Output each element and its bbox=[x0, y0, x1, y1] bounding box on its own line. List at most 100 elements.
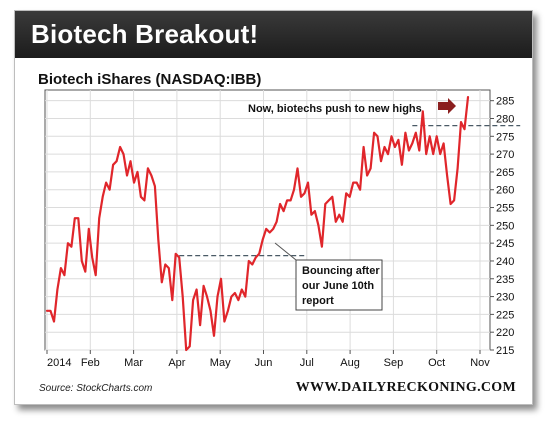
data-point bbox=[356, 182, 358, 184]
data-point bbox=[401, 164, 403, 166]
y-tick-label: 265 bbox=[496, 167, 514, 179]
chart-title: Biotech iShares (NASDAQ:IBB) bbox=[38, 71, 262, 88]
brand-url: WWW.DAILYRECKONING.COM bbox=[295, 380, 516, 395]
data-point bbox=[77, 217, 79, 219]
y-tick-label: 220 bbox=[496, 327, 514, 339]
data-point bbox=[251, 263, 253, 266]
data-point bbox=[213, 335, 215, 337]
data-point bbox=[112, 164, 114, 166]
data-point bbox=[262, 238, 264, 241]
data-point bbox=[53, 320, 55, 323]
series-layer bbox=[45, 96, 470, 352]
banner-title: Biotech Breakout! bbox=[31, 19, 259, 49]
data-point bbox=[147, 167, 149, 169]
data-point bbox=[272, 228, 274, 230]
grid-lines bbox=[45, 90, 490, 351]
data-point bbox=[88, 228, 90, 230]
data-point bbox=[95, 274, 97, 276]
y-tick-label: 250 bbox=[496, 220, 514, 232]
y-tick-label: 255 bbox=[496, 203, 514, 215]
data-point bbox=[150, 174, 152, 177]
x-tick-label: Sep bbox=[384, 357, 404, 369]
data-point bbox=[408, 149, 410, 152]
data-point bbox=[56, 288, 59, 291]
data-point bbox=[373, 132, 375, 134]
data-point bbox=[46, 310, 48, 312]
y-tick-label: 215 bbox=[496, 345, 514, 357]
data-point bbox=[161, 281, 163, 283]
data-point bbox=[182, 295, 184, 298]
data-point bbox=[432, 153, 434, 155]
data-point bbox=[60, 267, 62, 269]
data-point bbox=[143, 199, 146, 202]
data-point bbox=[196, 288, 198, 291]
data-point bbox=[314, 210, 316, 212]
data-point bbox=[282, 210, 285, 212]
data-point bbox=[380, 160, 382, 162]
data-point bbox=[133, 182, 135, 184]
data-point bbox=[178, 256, 180, 258]
data-point bbox=[387, 153, 389, 155]
data-point bbox=[369, 167, 372, 169]
data-point bbox=[404, 132, 406, 134]
data-point bbox=[234, 292, 236, 294]
top-annotation: Now, biotechs push to new highs bbox=[248, 103, 422, 115]
data-point bbox=[258, 253, 260, 255]
data-point bbox=[265, 228, 267, 230]
data-point bbox=[206, 295, 208, 298]
data-point bbox=[126, 174, 128, 177]
data-point bbox=[192, 299, 194, 301]
data-point bbox=[293, 189, 295, 191]
data-point bbox=[74, 217, 76, 219]
data-point bbox=[335, 221, 337, 223]
x-tick-label: Nov bbox=[470, 357, 490, 369]
x-tick-label: Oct bbox=[428, 357, 445, 369]
data-point bbox=[289, 199, 292, 202]
title-banner: Biotech Breakout! bbox=[15, 11, 532, 58]
x-tick-label: 2014 bbox=[47, 357, 71, 369]
data-point bbox=[460, 121, 462, 123]
data-point bbox=[394, 146, 396, 148]
data-point bbox=[321, 246, 323, 248]
data-point bbox=[383, 146, 386, 148]
data-point bbox=[279, 203, 281, 205]
data-point bbox=[345, 192, 347, 194]
data-point bbox=[105, 182, 107, 184]
data-point bbox=[411, 142, 413, 145]
y-tick-label: 275 bbox=[496, 131, 514, 143]
data-point bbox=[328, 199, 330, 202]
data-point bbox=[324, 203, 326, 205]
data-point bbox=[307, 182, 309, 184]
data-point bbox=[390, 135, 393, 137]
data-point bbox=[154, 185, 156, 187]
data-point bbox=[342, 221, 344, 223]
callout-line-1: Bouncing after bbox=[302, 265, 380, 277]
data-point bbox=[463, 128, 466, 130]
data-point bbox=[425, 153, 427, 155]
data-point bbox=[422, 110, 424, 112]
data-point bbox=[171, 299, 173, 301]
data-point bbox=[67, 242, 69, 244]
y-axis: 215 220 225 230 235 240 245 250 255 260 265 270 275 2… bbox=[490, 96, 514, 357]
data-point bbox=[122, 153, 125, 155]
x-tick-label: May bbox=[210, 357, 231, 369]
data-point bbox=[349, 196, 351, 198]
data-point bbox=[300, 196, 302, 198]
data-point bbox=[109, 189, 111, 191]
x-tick-label: Jun bbox=[255, 357, 273, 369]
data-point bbox=[175, 253, 177, 255]
data-point bbox=[164, 263, 166, 266]
data-point bbox=[84, 271, 86, 273]
data-point bbox=[241, 288, 243, 291]
data-point bbox=[286, 199, 288, 202]
x-tick-label: Apr bbox=[168, 357, 185, 369]
data-point bbox=[443, 142, 445, 145]
data-point bbox=[209, 310, 212, 312]
data-point bbox=[157, 238, 159, 241]
y-tick-label: 260 bbox=[496, 185, 514, 197]
data-point bbox=[439, 153, 441, 155]
data-point bbox=[216, 295, 219, 298]
data-point bbox=[456, 167, 459, 169]
y-tick-label: 230 bbox=[496, 292, 514, 304]
